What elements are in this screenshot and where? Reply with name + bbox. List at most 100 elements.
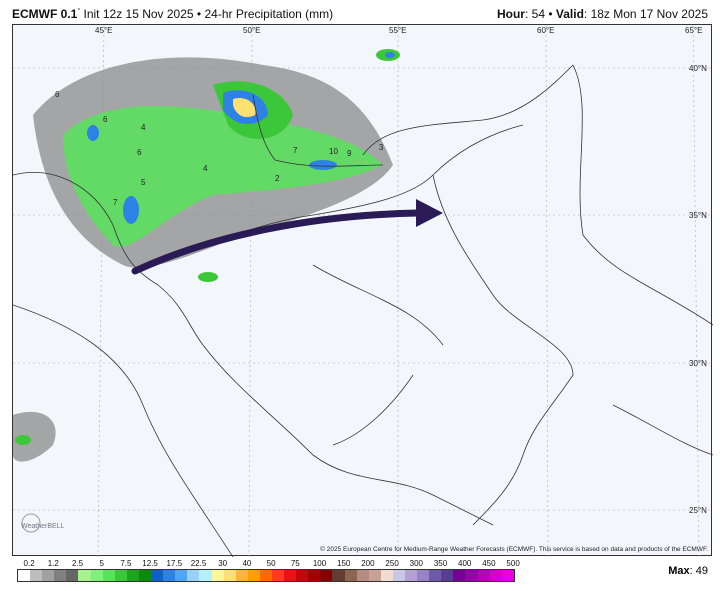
colorbar-swatch: [380, 570, 393, 581]
colorbar-tick: 300: [409, 559, 423, 568]
colorbar-tick: 0.2: [23, 559, 35, 568]
colorbar-swatch: [151, 570, 164, 581]
colorbar-tick: 350: [433, 559, 448, 568]
colorbar-swatch: [175, 570, 188, 581]
colorbar-swatch: [187, 570, 200, 581]
colorbar-swatch: [501, 570, 514, 581]
colorbar-swatch: [332, 570, 345, 581]
colorbar-tick: 200: [361, 559, 375, 568]
valid-info: Hour: 54 • Valid: 18z Mon 17 Nov 2025: [496, 7, 708, 21]
colorbar-swatch: [368, 570, 381, 581]
map-canvas: 45°E 50°E 55°E 60°E 65°E 40°N 35°N 30°N …: [12, 24, 714, 558]
colorbar-swatch: [235, 570, 248, 581]
colorbar-swatch: [90, 570, 103, 581]
colorbar-swatch: [247, 570, 260, 581]
colorbar-swatch: [284, 570, 297, 581]
svg-text:25°N: 25°N: [689, 506, 707, 515]
colorbar-swatch: [477, 570, 490, 581]
colorbar-swatch: [138, 570, 152, 581]
svg-text:35°N: 35°N: [689, 211, 707, 220]
precipitation-map[interactable]: 45°E 50°E 55°E 60°E 65°E 40°N 35°N 30°N …: [12, 24, 714, 558]
svg-text:6: 6: [55, 90, 60, 99]
colorbar-tick: 1.2: [47, 559, 59, 568]
colorbar-swatch: [18, 570, 31, 581]
colorbar-swatch: [126, 570, 139, 581]
precip-field: [13, 49, 400, 462]
model-name: ECMWF 0.1: [12, 7, 78, 21]
colorbar-tick: 450: [482, 559, 496, 568]
max-label: Max: [668, 565, 690, 577]
colorbar-tick: 400: [458, 559, 472, 568]
svg-text:30°N: 30°N: [689, 359, 707, 368]
colorbar-tick: 75: [290, 559, 300, 568]
lat-labels: 40°N 35°N 30°N 25°N: [689, 64, 707, 515]
colorbar-tick: 50: [266, 559, 276, 568]
colorbar-swatch: [405, 570, 418, 581]
svg-text:4: 4: [141, 123, 146, 132]
degree-sign: °: [77, 8, 81, 15]
svg-text:55°E: 55°E: [389, 26, 406, 35]
borders: [12, 64, 714, 558]
colorbar-swatch: [489, 570, 502, 581]
svg-text:6: 6: [103, 115, 108, 124]
colorbar-tick: 22.5: [190, 559, 207, 568]
hour-label: Hour: [496, 7, 525, 21]
separator: •: [548, 7, 553, 21]
colorbar-swatch: [344, 570, 357, 581]
init-time: Init 12z 15 Nov 2025: [83, 7, 194, 21]
separator: •: [196, 7, 202, 21]
svg-text:2: 2: [275, 174, 280, 183]
colorbar-swatch: [320, 570, 333, 581]
colorbar-swatch: [30, 570, 43, 581]
colorbar-tick: 2.5: [71, 559, 84, 568]
colorbar-swatch: [465, 570, 478, 581]
svg-text:6: 6: [137, 148, 142, 157]
svg-text:3: 3: [379, 143, 384, 152]
svg-text:40°N: 40°N: [689, 64, 707, 73]
colorbar-tick: 40: [242, 559, 252, 568]
colorbar-tick: 100: [312, 559, 327, 568]
colorbar-swatch: [308, 570, 321, 581]
colorbar-swatch: [296, 570, 309, 581]
colorbar-swatch: [356, 570, 369, 581]
svg-text:5: 5: [141, 178, 146, 187]
colorbar-swatch: [211, 570, 224, 581]
product-name: 24-hr Precipitation (mm): [204, 7, 334, 21]
colorbar-tick: 500: [506, 559, 520, 568]
colorbar-swatch: [259, 570, 272, 581]
svg-text:10: 10: [329, 147, 338, 156]
colorbar-ticks: 0.2 1.2 2.5 5 7.5 12.5 17.5 22.5 30 40 50 75 100 150 2…: [17, 559, 520, 569]
colorbar-swatch: [66, 570, 79, 581]
colorbar-swatch: [429, 570, 442, 581]
colorbar-swatch: [223, 570, 236, 581]
svg-text:9: 9: [347, 149, 352, 158]
colorbar-swatch: [54, 570, 67, 581]
movement-arrow: [131, 199, 443, 275]
colorbar-swatch: [453, 570, 466, 581]
colorbar-tick: 17.5: [166, 559, 183, 568]
svg-text:60°E: 60°E: [537, 26, 554, 35]
colorbar-swatch: [114, 570, 127, 581]
valid-value: 18z Mon 17 Nov 2025: [590, 7, 708, 21]
colorbar-tick: 30: [218, 559, 228, 568]
colorbar-swatch: [163, 570, 176, 581]
colorbar-tick: 150: [337, 559, 351, 568]
svg-text:WeatherBELL: WeatherBELL: [21, 523, 65, 530]
colorbar-swatch: [441, 570, 454, 581]
colorbar-swatch: [78, 570, 91, 581]
colorbar-tick: 12.5: [142, 559, 158, 568]
svg-text:4: 4: [203, 164, 208, 173]
colorbar-swatch: [417, 570, 430, 581]
colorbar-swatch: [271, 570, 285, 581]
colorbar-tick: 7.5: [120, 559, 132, 568]
svg-text:65°E: 65°E: [685, 26, 702, 35]
weatherbell-logo: WeatherBELL: [21, 513, 65, 533]
colorbar-tick: 5: [99, 559, 104, 568]
svg-text:7: 7: [293, 146, 298, 155]
max-number: 49: [695, 565, 708, 577]
copyright-notice: © 2025 European Centre for Medium-Range …: [320, 546, 708, 553]
svg-text:7: 7: [113, 198, 118, 207]
lon-labels: 45°E 50°E 55°E 60°E 65°E: [95, 26, 702, 35]
max-value: Max: 49: [668, 565, 708, 577]
svg-text:50°E: 50°E: [243, 26, 260, 35]
